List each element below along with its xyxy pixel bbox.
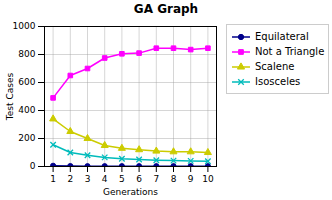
svg-text:10: 10 <box>202 174 214 184</box>
svg-text:8: 8 <box>171 174 177 184</box>
svg-text:Test Cases: Test Cases <box>5 73 15 122</box>
svg-text:1: 1 <box>50 174 56 184</box>
html-text:Isosceles: Isosceles <box>255 76 301 87</box>
svg-text:7: 7 <box>153 174 159 184</box>
html-text:Equilateral: Equilateral <box>255 31 309 42</box>
html-text:Not a Triangle: Not a Triangle <box>255 46 325 57</box>
svg-text:5: 5 <box>119 174 125 184</box>
svg-text:2: 2 <box>67 174 73 184</box>
svg-text:800: 800 <box>18 49 35 59</box>
svg-text:400: 400 <box>18 105 35 115</box>
svg-text:6: 6 <box>136 174 142 184</box>
html-text:GA Graph: GA Graph <box>133 2 199 16</box>
svg-text:1000: 1000 <box>13 21 36 31</box>
svg-text:600: 600 <box>18 77 35 87</box>
html-text:Scalene: Scalene <box>255 61 295 72</box>
svg-text:0: 0 <box>30 161 36 171</box>
svg-text:Generations: Generations <box>103 187 158 197</box>
svg-text:200: 200 <box>18 133 35 143</box>
svg-text:4: 4 <box>102 174 108 184</box>
svg-text:9: 9 <box>188 174 194 184</box>
svg-text:3: 3 <box>85 174 91 184</box>
